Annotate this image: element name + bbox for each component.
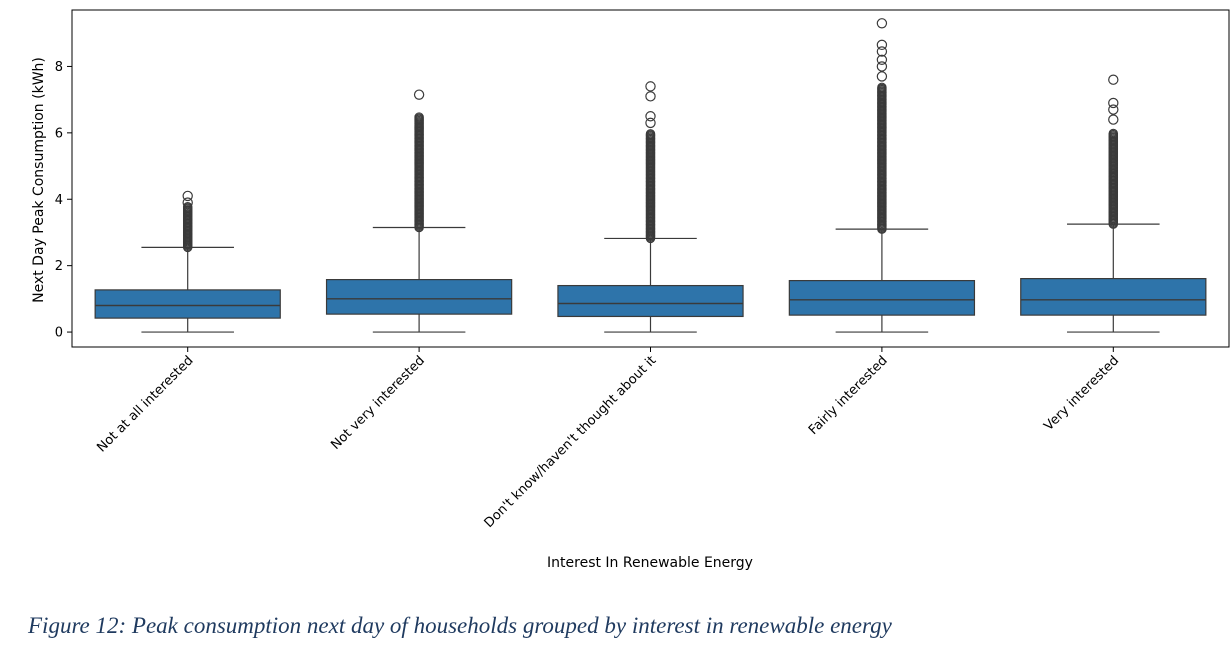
x-tick-label: Very interested — [1041, 353, 1122, 434]
box-group — [557, 81, 744, 333]
box-group — [788, 18, 976, 333]
outlier-point — [645, 91, 656, 102]
iqr-box — [325, 279, 513, 315]
outlier-point — [1108, 128, 1119, 139]
outlier-point — [876, 61, 888, 72]
outlier-point — [876, 39, 888, 51]
box-group — [325, 89, 513, 333]
outlier-point — [1108, 104, 1119, 115]
outlier-point — [645, 111, 656, 122]
iqr-box — [788, 279, 976, 316]
outlier-point — [645, 81, 656, 92]
box-group — [1020, 74, 1207, 333]
x-tick-label: Fairly interested — [806, 353, 891, 438]
iqr-box — [557, 284, 744, 318]
outlier-point — [182, 190, 193, 202]
iqr-box — [94, 289, 281, 319]
y-tick-label: 0 — [55, 326, 63, 341]
outlier-point — [182, 197, 193, 208]
y-tick-label: 6 — [55, 126, 63, 141]
x-axis-label: Interest In Renewable Energy — [547, 555, 753, 571]
outlier-point — [645, 129, 656, 139]
y-tick-label: 8 — [55, 60, 63, 75]
outlier-point — [876, 46, 888, 57]
outlier-point — [876, 71, 888, 82]
x-tick-label: Not at all interested — [94, 353, 196, 455]
outlier-point — [1108, 97, 1119, 109]
outlier-point — [645, 117, 656, 129]
outlier-point — [1108, 114, 1119, 125]
axes: 0 2 4 6 8 Not at all interested Not very inter… — [55, 9, 1230, 531]
outlier-point — [414, 112, 424, 122]
y-axis-label: Next Day Peak Consumption (kWh) — [31, 57, 47, 303]
x-tick-label: Not very interested — [328, 353, 428, 453]
outlier-point — [413, 89, 425, 100]
figure-caption: Figure 12: Peak consumption next day of … — [28, 613, 892, 638]
outlier-point — [876, 18, 888, 29]
outlier-point — [876, 54, 888, 66]
outlier-point — [877, 82, 887, 93]
y-tick-label: 2 — [55, 259, 63, 274]
iqr-box — [1020, 278, 1207, 316]
x-tick-label: Don't know/haven't thought about it — [482, 353, 660, 531]
y-tick-label: 4 — [55, 193, 63, 208]
outlier-point — [182, 201, 193, 212]
boxplot-chart: 0 2 4 6 8 Not at all interested Not very inter… — [31, 9, 1230, 571]
outlier-point — [1108, 74, 1119, 85]
plot-area — [94, 18, 1207, 333]
box-group — [94, 190, 281, 333]
